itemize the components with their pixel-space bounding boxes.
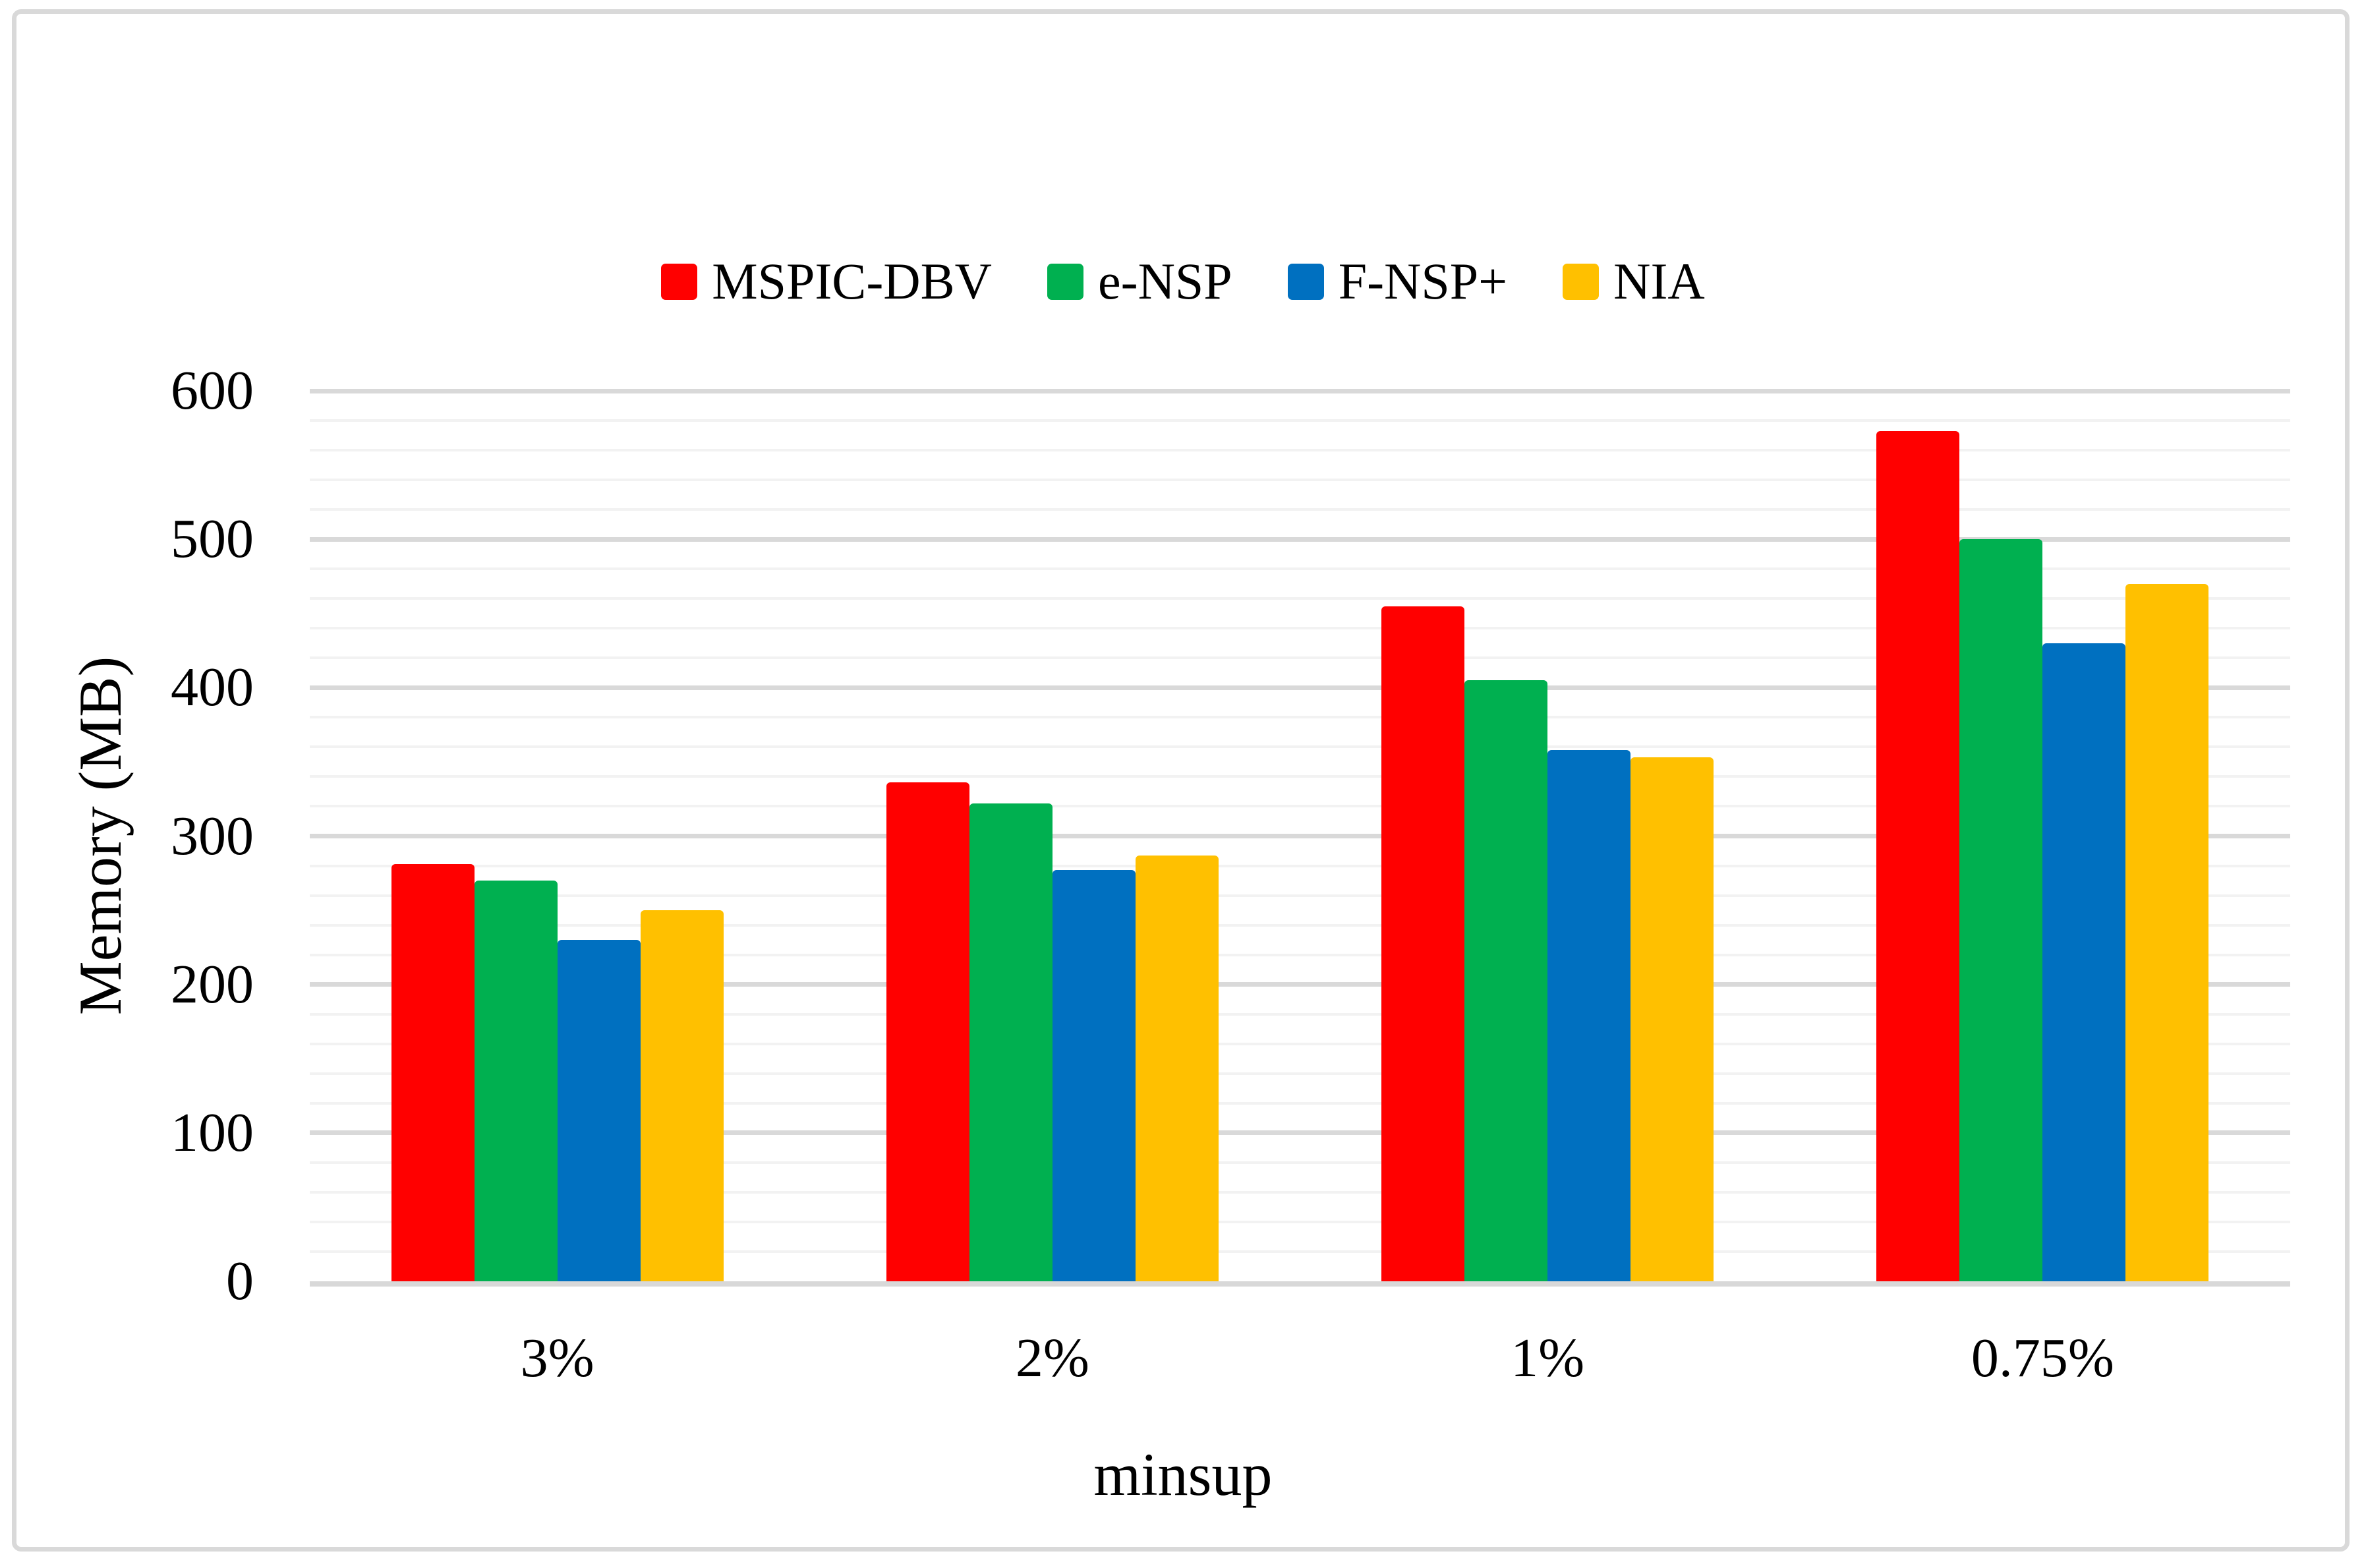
legend-swatch-icon — [1047, 263, 1083, 300]
bar-F-NSP+-1% — [1547, 749, 1631, 1281]
bar-NIA-0.75% — [2125, 583, 2209, 1281]
minor-gridline — [310, 479, 2290, 482]
bar-NIA-2% — [1135, 855, 1219, 1281]
y-tick-label-300: 300 — [171, 805, 254, 867]
y-tick-label-500: 500 — [171, 508, 254, 570]
bar-NIA-1% — [1630, 757, 1714, 1281]
bar-MSPIC-DBV-3% — [391, 864, 475, 1281]
minor-gridline — [310, 567, 2290, 571]
minor-gridline — [310, 923, 2290, 927]
bar-F-NSP+-0.75% — [2042, 643, 2126, 1281]
legend-label: MSPIC-DBV — [712, 252, 992, 310]
major-gridline — [310, 685, 2290, 690]
minor-gridline — [310, 953, 2290, 956]
minor-gridline — [310, 716, 2290, 719]
bar-MSPIC-DBV-1% — [1381, 606, 1465, 1281]
x-tick-label-3%: 3% — [520, 1327, 594, 1389]
minor-gridline — [310, 597, 2290, 600]
y-tick-label-600: 600 — [171, 360, 254, 421]
bar-e-NSP-2% — [969, 803, 1053, 1281]
minor-gridline — [310, 1072, 2290, 1075]
x-tick-label-1%: 1% — [1511, 1327, 1585, 1389]
x-axis-line — [310, 1281, 2290, 1287]
x-tick-label-0.75%: 0.75% — [1971, 1327, 2114, 1389]
y-tick-label-400: 400 — [171, 656, 254, 718]
minor-gridline — [310, 864, 2290, 867]
legend-label: NIA — [1613, 252, 1705, 310]
minor-gridline — [310, 1161, 2290, 1164]
bar-NIA-3% — [640, 910, 724, 1281]
bar-e-NSP-0.75% — [1959, 539, 2043, 1281]
minor-gridline — [310, 1042, 2290, 1045]
plot-area — [310, 388, 2290, 1281]
bar-MSPIC-DBV-0.75% — [1876, 430, 1960, 1281]
minor-gridline — [310, 627, 2290, 630]
bar-group-0.75% — [1795, 391, 2290, 1281]
minor-gridline — [310, 1250, 2290, 1253]
y-tick-label-200: 200 — [171, 953, 254, 1015]
x-tick-label-2%: 2% — [1015, 1327, 1089, 1389]
minor-gridline — [310, 894, 2290, 897]
legend-label: e-NSP — [1098, 252, 1232, 310]
y-tick-label-0: 0 — [226, 1250, 254, 1312]
bar-group-1% — [1300, 391, 1795, 1281]
legend-label: F-NSP+ — [1338, 252, 1508, 310]
minor-gridline — [310, 1101, 2290, 1105]
minor-gridline — [310, 745, 2290, 749]
minor-gridline — [310, 656, 2290, 660]
major-gridline — [310, 982, 2290, 987]
bar-e-NSP-1% — [1464, 680, 1548, 1281]
minor-gridline — [310, 805, 2290, 808]
legend-item-F-NSP+: F-NSP+ — [1287, 252, 1508, 310]
x-axis-title: minsup — [1093, 1441, 1273, 1508]
bar-e-NSP-3% — [474, 881, 558, 1281]
major-gridline — [310, 537, 2290, 542]
bar-group-2% — [805, 391, 1300, 1281]
legend-swatch-icon — [1563, 263, 1600, 300]
bar-group-3% — [310, 391, 805, 1281]
y-tick-label-100: 100 — [171, 1101, 254, 1163]
minor-gridline — [310, 449, 2290, 452]
legend-swatch-icon — [661, 263, 698, 300]
legend-item-MSPIC-DBV: MSPIC-DBV — [661, 256, 992, 307]
major-gridline — [310, 1130, 2290, 1136]
legend-item-e-NSP: e-NSP — [1047, 256, 1232, 307]
legend: MSPIC-DBV e-NSP F-NSP+ NIA — [0, 256, 2366, 307]
major-gridline — [310, 388, 2290, 393]
bar-MSPIC-DBV-2% — [886, 782, 969, 1281]
y-axis-title: Memory (MB) — [67, 656, 134, 1016]
minor-gridline — [310, 419, 2290, 422]
minor-gridline — [310, 508, 2290, 511]
minor-gridline — [310, 1012, 2290, 1016]
legend-item-NIA: NIA — [1563, 256, 1705, 307]
bar-F-NSP+-2% — [1052, 870, 1136, 1281]
legend-swatch-icon — [1287, 263, 1324, 300]
bar-F-NSP+-3% — [557, 940, 641, 1281]
minor-gridline — [310, 775, 2290, 778]
minor-gridline — [310, 1220, 2290, 1223]
major-gridline — [310, 834, 2290, 838]
minor-gridline — [310, 1190, 2290, 1194]
